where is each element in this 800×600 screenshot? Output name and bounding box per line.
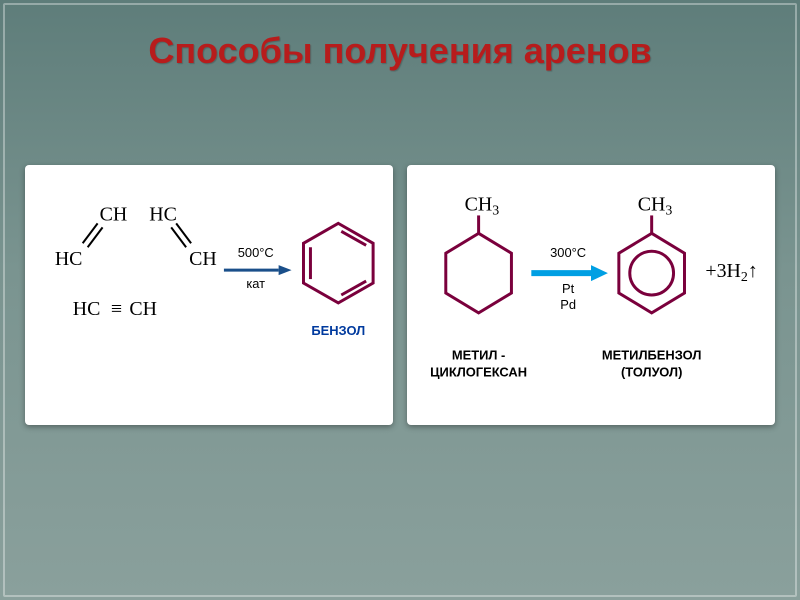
catalyst-pt: Pt [562,281,575,296]
byproduct-h2: +3H2↑ [705,260,757,285]
atom: HC [55,248,83,270]
page-title: Способы получения аренов [0,30,800,72]
panel-acetylene-benzene: CH HC HC CH HC ≡ CH 500° [25,165,393,425]
label-benzene: БЕНЗОЛ [311,323,365,338]
svg-text:ЦИКЛОГЕКСАН: ЦИКЛОГЕКСАН [430,365,527,380]
panel-methylcyclohexane-toluene: CH3 МЕТИЛ - ЦИКЛОГЕКСАН 300°C Pt Pd CH3 [407,165,775,425]
atom: CH [189,248,217,270]
atom: CH [100,203,128,225]
reaction-arrow-left: 500°C кат [224,245,292,291]
label-methylcyclohexane: МЕТИЛ - ЦИКЛОГЕКСАН [430,348,527,380]
atom: CH [129,298,157,320]
label-toluene: МЕТИЛБЕНЗОЛ (ТОЛУОЛ) [602,348,701,380]
product-benzene [303,223,373,303]
svg-text:МЕТИЛБЕНЗОЛ: МЕТИЛБЕНЗОЛ [602,348,701,363]
condition-temp-r: 300°C [550,245,586,260]
atom: HC [149,203,177,225]
product-toluene: CH3 [619,193,685,312]
condition-cat: кат [246,276,265,291]
substituent-ch3-prod: CH3 [638,193,673,218]
svg-text:(ТОЛУОЛ): (ТОЛУОЛ) [621,365,682,380]
svg-text:МЕТИЛ -: МЕТИЛ - [452,348,505,363]
reagent-acetylene-group: CH HC HC CH HC ≡ CH [55,203,217,319]
reaction-arrow-right: 300°C Pt Pd [531,245,608,312]
atom: HC [73,298,101,320]
triple-bond-icon: ≡ [111,298,122,320]
reagent-methylcyclohexane: CH3 [446,193,512,312]
reaction-panels: CH HC HC CH HC ≡ CH 500° [25,165,775,425]
condition-temp: 500°C [238,245,274,260]
catalyst-pd: Pd [560,297,576,312]
substituent-ch3: CH3 [465,193,500,218]
